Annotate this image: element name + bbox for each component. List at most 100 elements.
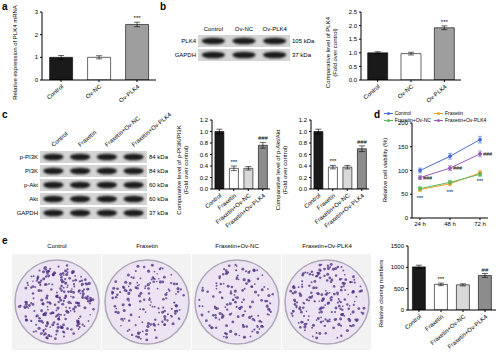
svg-text:0.5: 0.5	[349, 64, 358, 70]
html-text:b: b	[160, 1, 167, 12]
svg-text:0.0: 0.0	[200, 186, 209, 192]
svg-text:Fraxetin+Ov-PLK4: Fraxetin+Ov-PLK4	[130, 112, 172, 148]
html-text:Comparative level of PLK4: Comparative level of PLK4	[325, 17, 331, 88]
svg-text:Control: Control	[47, 243, 66, 249]
svg-text:0: 0	[35, 77, 39, 83]
svg-text:Control: Control	[204, 192, 223, 210]
svg-text:##: ##	[482, 267, 489, 273]
svg-text:0.2: 0.2	[299, 175, 308, 181]
svg-text:1000: 1000	[391, 264, 405, 270]
html-text:Comparative level of p-PI3K/PI: Comparative level of p-PI3K/PI3K	[176, 125, 182, 215]
svg-text:Fraxetin+Ov-PLK4: Fraxetin+Ov-PLK4	[447, 313, 489, 350]
svg-text:48 h: 48 h	[444, 221, 456, 227]
svg-text:***: ***	[441, 19, 449, 25]
svg-text:PI3K: PI3K	[25, 168, 38, 174]
svg-text:###: ###	[423, 175, 433, 181]
svg-text:###: ###	[357, 139, 368, 145]
svg-text:###: ###	[258, 135, 269, 141]
svg-text:Fraxetin+Ov-NC: Fraxetin+Ov-NC	[214, 192, 252, 225]
svg-text:***: ***	[134, 15, 142, 21]
svg-text:Control: Control	[204, 26, 223, 32]
svg-text:37 kDa: 37 kDa	[149, 210, 169, 216]
svg-text:###: ###	[483, 151, 493, 157]
svg-text:150: 150	[398, 144, 409, 150]
svg-text:Ov-PLK4: Ov-PLK4	[118, 83, 141, 104]
svg-text:60 kDa: 60 kDa	[149, 196, 169, 202]
svg-text:Ov-PLK4: Ov-PLK4	[262, 26, 287, 32]
html-text:a: a	[2, 1, 8, 12]
svg-text:0.8: 0.8	[200, 140, 209, 146]
svg-text:2: 2	[35, 32, 39, 38]
svg-text:p-PI3K: p-PI3K	[20, 154, 38, 160]
svg-text:0.4: 0.4	[200, 163, 209, 169]
html-text:d: d	[374, 109, 381, 120]
svg-text:Akt: Akt	[29, 196, 38, 202]
svg-text:***: ***	[477, 178, 484, 184]
svg-text:Fraxetin+Ov-PLK4: Fraxetin+Ov-PLK4	[224, 192, 266, 229]
svg-text:***: ***	[437, 276, 445, 282]
svg-text:Ov-NC: Ov-NC	[235, 26, 254, 32]
html-text:e: e	[2, 235, 8, 246]
svg-text:Control: Control	[46, 83, 65, 100]
svg-text:1.0: 1.0	[200, 129, 209, 135]
svg-text:105 kDa: 105 kDa	[292, 38, 315, 44]
svg-text:Fraxetin+Ov-NC: Fraxetin+Ov-NC	[215, 243, 259, 249]
svg-text:3: 3	[35, 9, 39, 15]
svg-text:0.2: 0.2	[200, 175, 209, 181]
svg-text:24 h: 24 h	[414, 221, 426, 227]
svg-text:Fraxetin: Fraxetin	[77, 129, 97, 148]
svg-text:0.4: 0.4	[299, 163, 308, 169]
svg-text:0.8: 0.8	[299, 140, 308, 146]
svg-text:***: ***	[230, 159, 238, 165]
svg-text:100: 100	[398, 168, 409, 174]
html-text:c: c	[2, 109, 8, 120]
svg-text:1.0: 1.0	[299, 129, 308, 135]
svg-text:Fraxetin+Ov-PLK4: Fraxetin+Ov-PLK4	[302, 243, 352, 249]
svg-text:Fraxetin: Fraxetin	[136, 243, 158, 249]
svg-text:###: ###	[453, 165, 463, 171]
svg-text:50: 50	[401, 191, 408, 197]
svg-text:Control: Control	[50, 131, 69, 148]
svg-text:Ov-PLK4: Ov-PLK4	[425, 83, 448, 104]
svg-text:Fraxetin+Ov-NC: Fraxetin+Ov-NC	[429, 313, 467, 346]
svg-text:Control: Control	[303, 192, 322, 210]
svg-text:200: 200	[398, 120, 409, 126]
svg-text:60 kDa: 60 kDa	[149, 182, 169, 188]
svg-text:2.0: 2.0	[349, 23, 358, 29]
svg-text:0.6: 0.6	[200, 152, 209, 158]
svg-text:0.0: 0.0	[349, 77, 358, 83]
html-text:(Fold over control): (Fold over control)	[332, 28, 338, 77]
svg-text:0.6: 0.6	[299, 152, 308, 158]
svg-text:1500: 1500	[391, 243, 405, 249]
svg-text:1.2: 1.2	[200, 117, 209, 123]
svg-text:0.0: 0.0	[299, 186, 308, 192]
svg-text:Control: Control	[362, 83, 381, 100]
svg-text:Fraxetin+Ov-NC: Fraxetin+Ov-NC	[103, 115, 141, 148]
svg-text:Ov-NC: Ov-NC	[84, 83, 102, 100]
svg-text:1: 1	[35, 54, 39, 60]
svg-text:GAPDH: GAPDH	[175, 52, 196, 58]
svg-text:1.0: 1.0	[349, 50, 358, 56]
svg-text:2.5: 2.5	[349, 9, 358, 15]
svg-text:1.5: 1.5	[349, 36, 358, 42]
svg-text:Fraxetin+Ov-PLK4: Fraxetin+Ov-PLK4	[323, 192, 365, 229]
svg-text:GAPDH: GAPDH	[17, 210, 38, 216]
svg-text:1.2: 1.2	[299, 117, 308, 123]
svg-text:***: ***	[417, 195, 424, 201]
svg-text:84 kDa: 84 kDa	[149, 168, 169, 174]
svg-text:Ov-NC: Ov-NC	[396, 83, 414, 100]
svg-text:p-Akt: p-Akt	[24, 182, 38, 188]
svg-text:***: ***	[329, 158, 337, 164]
svg-text:PLK4: PLK4	[181, 38, 196, 44]
html-text:Relative expression of PLK4 mR: Relative expression of PLK4 mRNA	[12, 5, 18, 100]
svg-text:0: 0	[401, 307, 405, 313]
svg-text:Fraxetin: Fraxetin	[424, 313, 444, 332]
svg-text:***: ***	[447, 189, 454, 195]
svg-text:500: 500	[394, 286, 405, 292]
svg-text:Control: Control	[404, 313, 423, 330]
svg-text:0: 0	[405, 215, 409, 221]
svg-text:Fraxetin+Ov-NC: Fraxetin+Ov-NC	[313, 192, 351, 225]
svg-text:37 kDa: 37 kDa	[292, 52, 312, 58]
svg-text:72 h: 72 h	[474, 221, 486, 227]
svg-text:84 kDa: 84 kDa	[149, 154, 169, 160]
